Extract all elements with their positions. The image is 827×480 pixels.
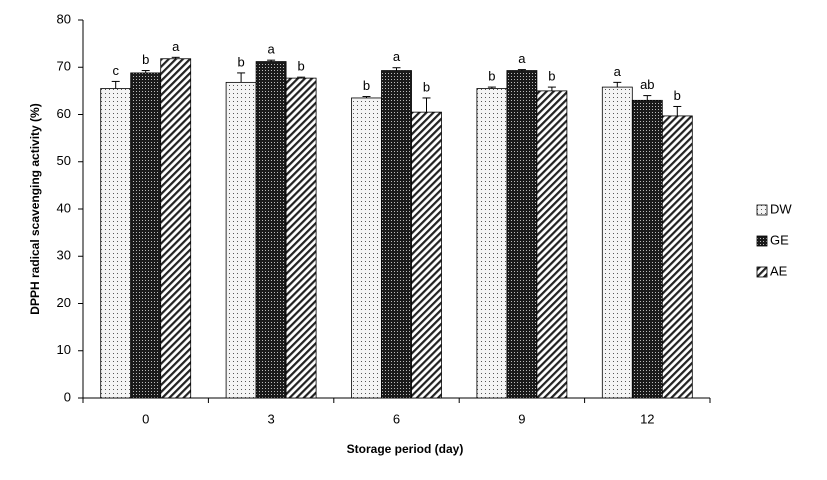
y-tick-label: 30: [57, 248, 71, 263]
x-axis-title: Storage period (day): [347, 442, 464, 456]
x-tick-label: 3: [267, 411, 274, 426]
significance-label: b: [142, 52, 149, 67]
y-tick-label: 10: [57, 342, 71, 357]
y-tick-label: 50: [57, 153, 71, 168]
bar: [536, 90, 568, 399]
bar: [476, 88, 508, 399]
x-tick-label: 9: [518, 411, 525, 426]
significance-label: b: [363, 78, 370, 93]
y-axis-title: DPPH radical scavenging activity (%): [28, 103, 42, 314]
legend-label: AE: [770, 263, 788, 278]
significance-label: a: [393, 49, 401, 64]
bar: [381, 70, 412, 399]
bar: [255, 61, 287, 399]
significance-label: a: [267, 42, 275, 57]
y-tick-label: 80: [57, 11, 71, 26]
legend-label: DW: [770, 201, 792, 216]
x-tick-label: 6: [393, 411, 400, 426]
x-tick-label: 12: [640, 411, 654, 426]
significance-label: b: [674, 88, 681, 103]
bar: [100, 88, 132, 399]
significance-label: a: [614, 64, 622, 79]
bar: [130, 72, 162, 399]
legend-swatch: [756, 204, 768, 216]
significance-label: ab: [640, 77, 654, 92]
significance-label: b: [237, 54, 244, 69]
bar: [601, 86, 633, 399]
y-tick-label: 40: [57, 200, 71, 215]
y-tick-label: 70: [57, 59, 71, 74]
y-tick-label: 20: [57, 295, 71, 310]
significance-label: a: [518, 51, 526, 66]
legend-swatch: [756, 235, 768, 247]
bar: [160, 58, 192, 399]
significance-label: b: [548, 69, 555, 84]
bar: [285, 77, 317, 399]
x-tick-label: 0: [142, 411, 149, 426]
significance-label: b: [297, 59, 304, 74]
y-tick-label: 0: [64, 389, 71, 404]
significance-label: b: [423, 79, 430, 94]
bar: [411, 111, 442, 399]
significance-label: a: [172, 39, 180, 54]
y-tick-label: 60: [57, 106, 71, 121]
significance-label: c: [112, 63, 119, 78]
bar: [506, 70, 538, 399]
significance-label: b: [488, 69, 495, 84]
bar: [225, 81, 257, 399]
legend-label: GE: [770, 232, 789, 247]
bar: [661, 115, 693, 399]
legend-swatch: [756, 266, 768, 278]
bar: [631, 99, 663, 399]
bar: [351, 97, 382, 399]
